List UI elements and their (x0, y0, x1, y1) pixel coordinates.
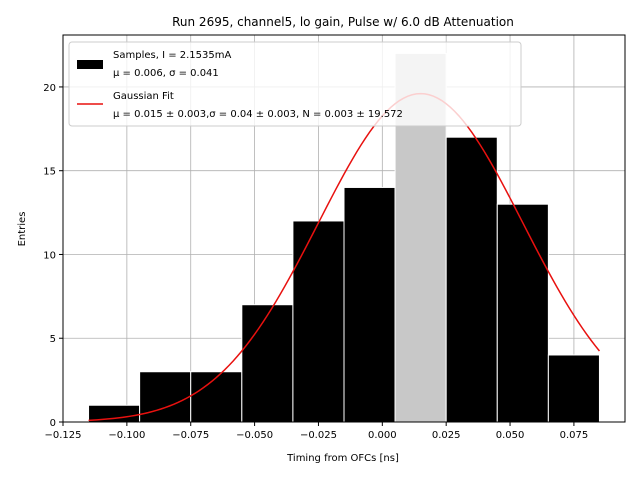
legend-fit-stats: μ = 0.015 ± 0.003,σ = 0.04 ± 0.003, N = … (113, 109, 403, 120)
legend: Samples, I = 2.1535mA μ = 0.006, σ = 0.0… (68, 41, 522, 127)
x-axis-label: Timing from OFCs [ns] (286, 453, 399, 464)
y-tick-label-1: 5 (50, 334, 56, 345)
y-tick-label-2: 10 (43, 250, 56, 261)
x-tick-label-1: −0.100 (108, 430, 145, 441)
y-axis-label: Entries (17, 212, 28, 247)
x-tick-label-2: −0.075 (172, 430, 209, 441)
histogram-bar-5 (343, 186, 396, 423)
y-tick-label-0: 0 (50, 418, 56, 429)
histogram-bar-3 (241, 304, 294, 423)
legend-fit-label: Gaussian Fit (113, 91, 174, 102)
y-axis-ticks: 0 5 10 15 20 (43, 83, 63, 429)
x-tick-label-6: 0.025 (432, 430, 461, 441)
legend-samples-stats: μ = 0.006, σ = 0.041 (113, 68, 219, 79)
x-tick-label-3: −0.050 (236, 430, 273, 441)
x-axis-ticks: −0.125 −0.100 −0.075 −0.050 −0.025 0.000 0.025… (44, 422, 588, 441)
histogram-bar-4 (292, 220, 345, 423)
x-tick-label-7: 0.050 (496, 430, 525, 441)
y-tick-label-4: 20 (43, 83, 56, 94)
chart-title: Run 2695, channel5, lo gain, Pulse w/ 6.… (172, 15, 514, 29)
legend-samples-label: Samples, I = 2.1535mA (113, 50, 231, 61)
x-tick-label-5: 0.000 (368, 430, 397, 441)
histogram-bar-9 (547, 354, 600, 423)
y-tick-label-3: 15 (43, 167, 56, 178)
x-tick-label-4: −0.025 (300, 430, 337, 441)
gaussian-fit (88, 92, 601, 422)
plot-frame (62, 34, 626, 423)
gaussian-fit-curve (88, 92, 601, 422)
legend-box (68, 41, 522, 127)
histogram-bar-2 (190, 371, 243, 423)
histogram-bar-7 (445, 136, 498, 423)
x-tick-label-8: 0.075 (560, 430, 589, 441)
histogram-bar-1 (139, 371, 192, 423)
legend-samples-swatch (77, 60, 103, 69)
histogram-bar-8 (496, 203, 549, 423)
x-tick-label-0: −0.125 (44, 430, 81, 441)
